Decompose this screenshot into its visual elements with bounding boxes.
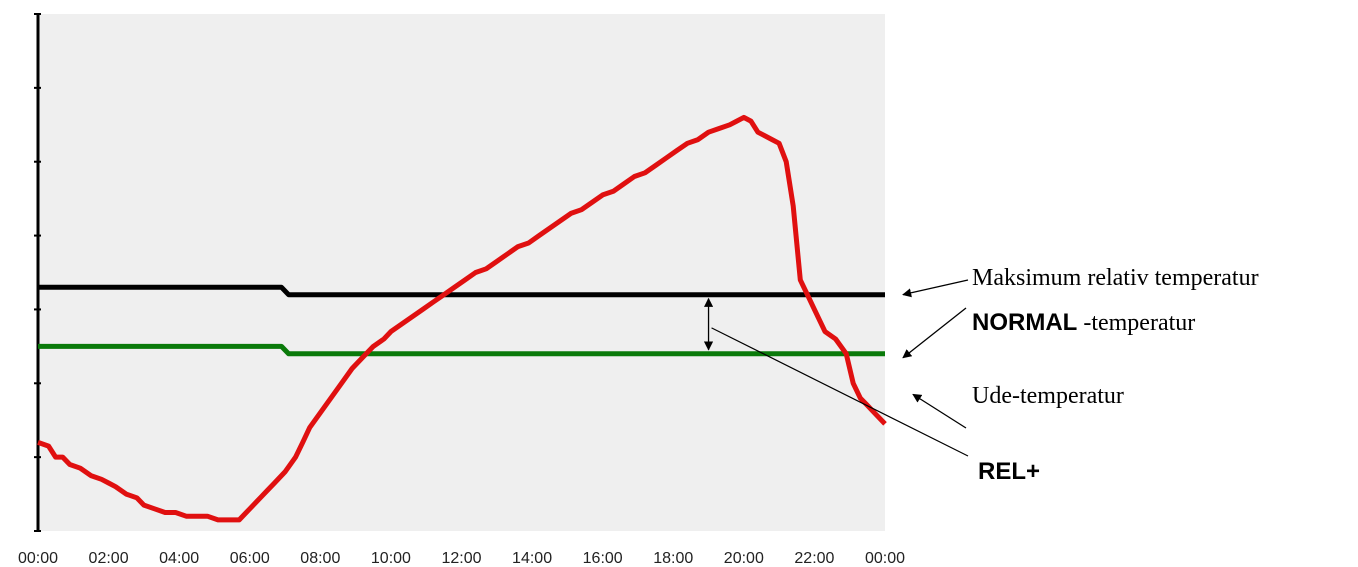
x-tick-label: 00:00 [18, 550, 58, 567]
annotation-normal-suffix: -temperatur [1077, 310, 1195, 336]
x-tick-label: 04:00 [159, 550, 199, 567]
x-tick-label: 16:00 [583, 550, 623, 567]
x-tick-label: 20:00 [724, 550, 764, 567]
x-tick-label: 06:00 [230, 550, 270, 567]
x-tick-label: 12:00 [441, 550, 481, 567]
annotation-normal-label: NORMAL -temperatur [972, 309, 1195, 336]
outdoor-temperature-line [37, 114, 887, 523]
x-tick-label: 18:00 [653, 550, 693, 567]
arrow-to-max-line [902, 279, 969, 298]
x-tick-label: 00:00 [865, 550, 905, 567]
max-relative-temperature-line [38, 284, 885, 298]
arrow-to-normal-line [902, 307, 967, 359]
annotation-normal-bold: NORMAL [972, 309, 1077, 336]
annotation-outdoor-label: Ude-temperatur [972, 383, 1124, 409]
rel-pointer-line [711, 327, 969, 457]
x-tick-label: 08:00 [300, 550, 340, 567]
x-tick-label: 22:00 [794, 550, 834, 567]
annotation-max-relative-label: Maksimum relativ temperatur [972, 265, 1259, 291]
normal-temperature-line [38, 343, 885, 357]
x-tick-label: 02:00 [89, 550, 129, 567]
annotation-rel-label: REL+ [978, 458, 1040, 485]
x-tick-label: 14:00 [512, 550, 552, 567]
x-tick-label: 10:00 [371, 550, 411, 567]
arrow-to-outdoor-line [912, 393, 967, 429]
plot-background [38, 14, 885, 531]
